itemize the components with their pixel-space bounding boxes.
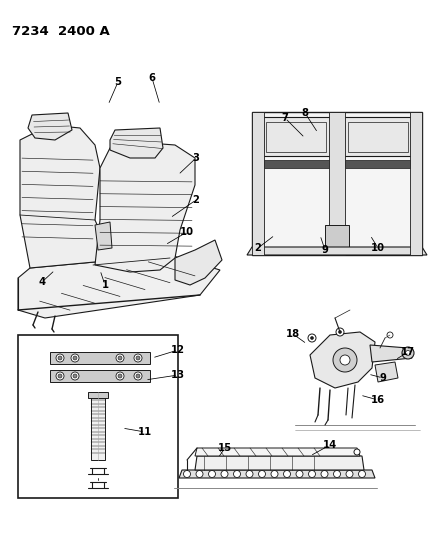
- Polygon shape: [375, 362, 398, 382]
- Circle shape: [116, 372, 124, 380]
- Polygon shape: [110, 128, 163, 158]
- Circle shape: [71, 372, 79, 380]
- Polygon shape: [28, 113, 72, 140]
- Text: 8: 8: [301, 108, 309, 118]
- Text: 16: 16: [371, 395, 385, 405]
- Circle shape: [73, 356, 77, 360]
- Circle shape: [308, 334, 316, 342]
- Circle shape: [354, 449, 360, 455]
- Polygon shape: [91, 392, 105, 460]
- Circle shape: [336, 328, 344, 336]
- Text: 15: 15: [218, 443, 232, 453]
- Polygon shape: [95, 222, 112, 250]
- Polygon shape: [254, 160, 420, 168]
- Circle shape: [246, 471, 253, 478]
- Circle shape: [333, 471, 341, 478]
- Text: 2: 2: [193, 195, 199, 205]
- Circle shape: [309, 471, 315, 478]
- Text: 17: 17: [401, 347, 415, 357]
- Circle shape: [296, 471, 303, 478]
- Circle shape: [405, 351, 410, 356]
- Text: 18: 18: [286, 329, 300, 339]
- Polygon shape: [342, 117, 414, 156]
- Text: 10: 10: [180, 227, 194, 237]
- Circle shape: [56, 372, 64, 380]
- Polygon shape: [410, 112, 422, 255]
- Text: 7234  2400 A: 7234 2400 A: [12, 25, 110, 38]
- Text: 5: 5: [115, 77, 122, 87]
- Circle shape: [71, 354, 79, 362]
- Circle shape: [402, 347, 414, 359]
- Polygon shape: [329, 112, 345, 255]
- Circle shape: [271, 471, 278, 478]
- Polygon shape: [179, 470, 375, 478]
- Circle shape: [56, 354, 64, 362]
- Circle shape: [333, 348, 357, 372]
- Polygon shape: [50, 352, 150, 364]
- Text: 9: 9: [380, 373, 386, 383]
- Text: 10: 10: [371, 243, 385, 253]
- Circle shape: [221, 471, 228, 478]
- Circle shape: [58, 374, 62, 378]
- Circle shape: [134, 372, 142, 380]
- Polygon shape: [20, 125, 170, 268]
- Polygon shape: [260, 117, 332, 156]
- Circle shape: [118, 356, 122, 360]
- Text: 14: 14: [323, 440, 337, 450]
- Circle shape: [136, 374, 140, 378]
- Text: 1: 1: [101, 280, 109, 290]
- Circle shape: [259, 471, 265, 478]
- Polygon shape: [252, 112, 264, 255]
- Text: 3: 3: [193, 153, 199, 163]
- Polygon shape: [195, 456, 364, 470]
- Polygon shape: [50, 370, 150, 382]
- Circle shape: [134, 354, 142, 362]
- Circle shape: [58, 356, 62, 360]
- Polygon shape: [247, 247, 427, 255]
- Polygon shape: [370, 345, 412, 362]
- Polygon shape: [18, 255, 220, 318]
- Circle shape: [184, 471, 190, 478]
- Text: 11: 11: [138, 427, 152, 437]
- Circle shape: [118, 374, 122, 378]
- Circle shape: [340, 355, 350, 365]
- Circle shape: [208, 471, 216, 478]
- Circle shape: [283, 471, 291, 478]
- Circle shape: [321, 471, 328, 478]
- Polygon shape: [18, 335, 178, 498]
- Circle shape: [196, 471, 203, 478]
- Polygon shape: [95, 142, 195, 272]
- Circle shape: [234, 471, 241, 478]
- Text: 12: 12: [171, 345, 185, 355]
- Text: 7: 7: [282, 113, 288, 123]
- Circle shape: [73, 374, 77, 378]
- Circle shape: [339, 330, 342, 334]
- Text: 2: 2: [255, 243, 262, 253]
- Polygon shape: [325, 225, 349, 247]
- Text: 6: 6: [149, 73, 155, 83]
- Text: 13: 13: [171, 370, 185, 380]
- Polygon shape: [88, 392, 108, 398]
- Circle shape: [346, 471, 353, 478]
- Circle shape: [359, 471, 366, 478]
- Text: 4: 4: [39, 277, 45, 287]
- Polygon shape: [175, 240, 222, 285]
- Circle shape: [387, 332, 393, 338]
- Polygon shape: [195, 448, 360, 456]
- Circle shape: [310, 336, 313, 340]
- Text: 9: 9: [321, 245, 328, 255]
- Circle shape: [136, 356, 140, 360]
- Polygon shape: [310, 332, 375, 388]
- Polygon shape: [252, 112, 422, 255]
- Circle shape: [116, 354, 124, 362]
